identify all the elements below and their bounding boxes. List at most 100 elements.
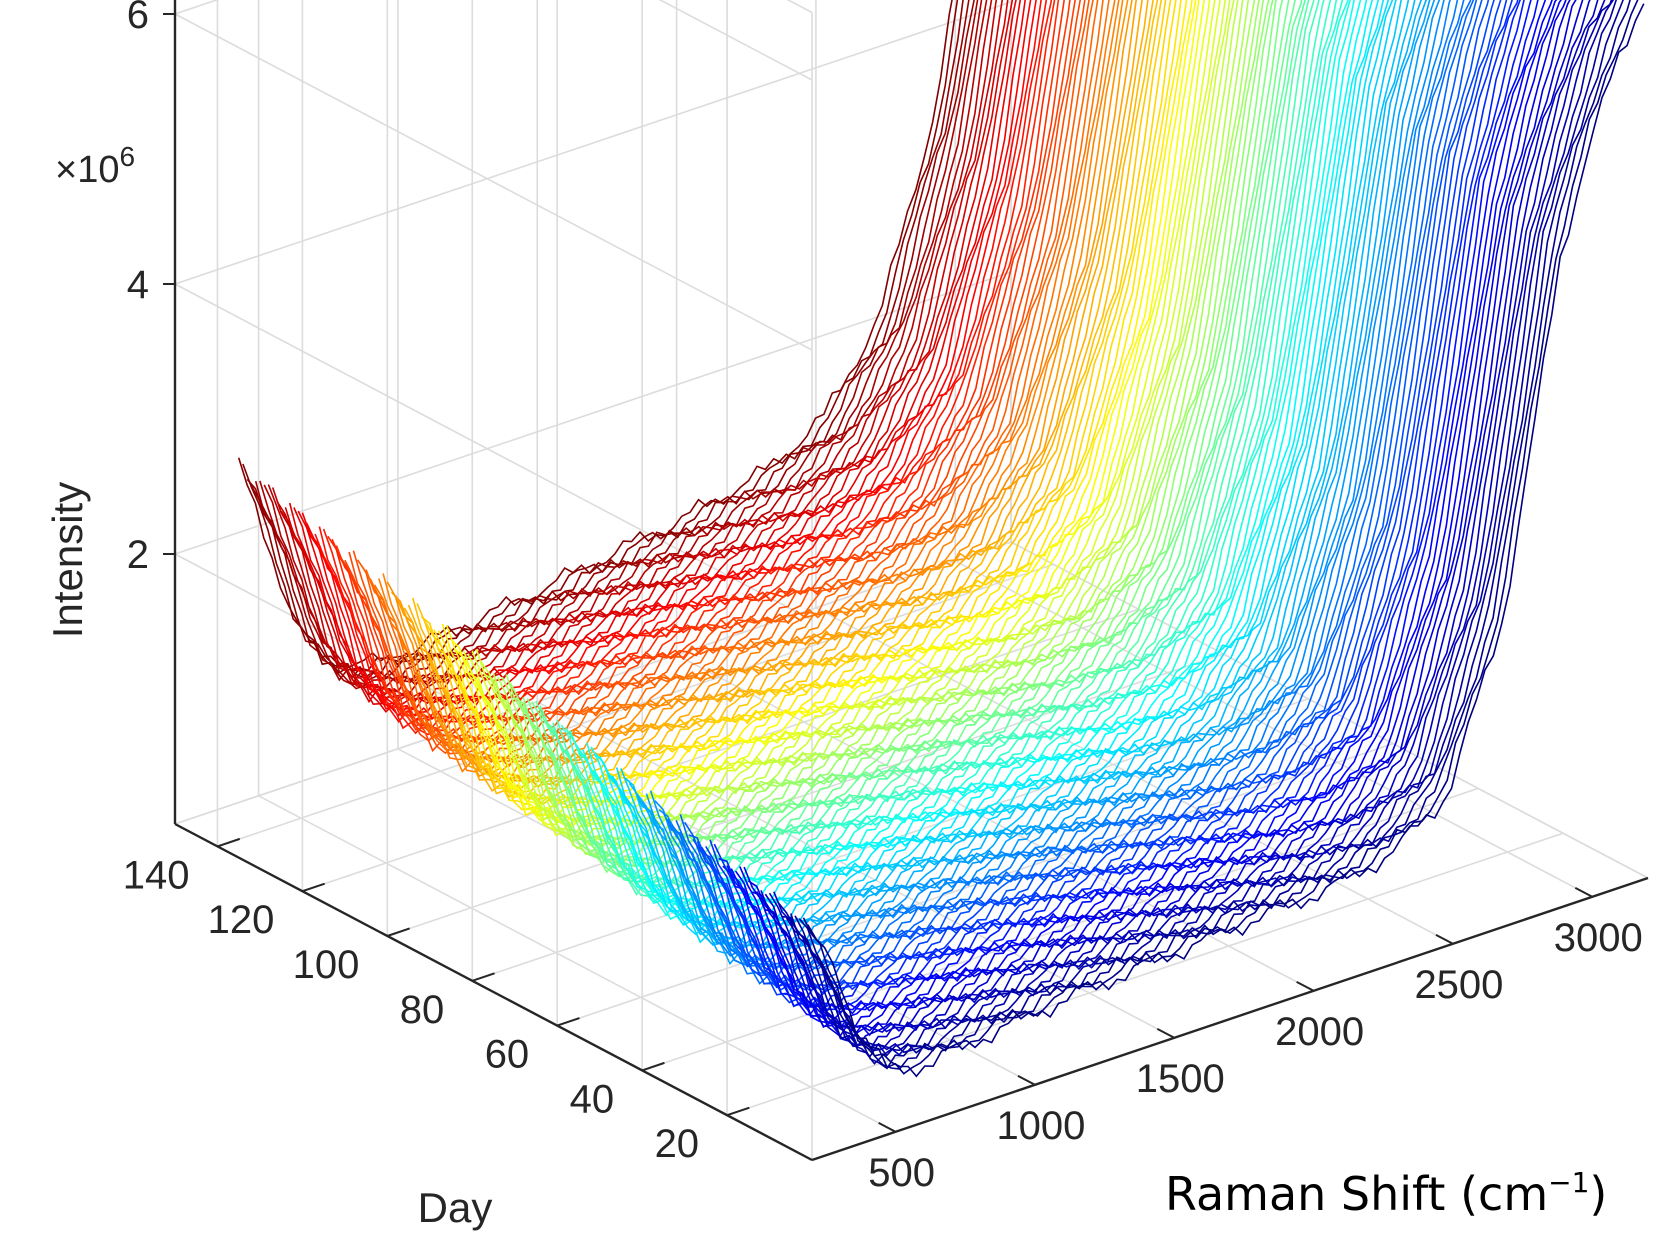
spectrum-line <box>412 0 1154 795</box>
spectrum-line <box>577 0 1349 910</box>
spectrum-line <box>344 0 1076 746</box>
spectrum-line <box>709 0 1513 1008</box>
x-tick-label: 500 <box>868 1151 935 1195</box>
spectrum-line <box>254 0 975 685</box>
spectrum-line <box>441 0 1188 817</box>
z-exponent-prefix: ×10 <box>55 149 119 191</box>
spectrum-line <box>726 0 1532 1015</box>
spectrum-line <box>437 0 1182 811</box>
spectrum-line <box>692 0 1490 992</box>
y-tick <box>471 972 495 982</box>
spectrum-line <box>416 0 1159 801</box>
grid-line <box>258 795 896 1133</box>
spectrum-line <box>683 0 1478 990</box>
grid-line <box>815 607 1454 945</box>
grid-line <box>302 608 1139 892</box>
z-tick-label: 6 <box>127 0 149 37</box>
spectrum-line <box>696 0 1495 994</box>
grid-line <box>726 832 1564 1116</box>
x-axis-line <box>811 876 1649 1162</box>
spectrum-line <box>237 0 953 674</box>
spectrum-line <box>658 0 1445 971</box>
z-tick-label: 4 <box>127 263 149 307</box>
grid-line <box>536 701 1175 1039</box>
spectrum-line <box>607 0 1385 930</box>
x-tick <box>878 1121 897 1133</box>
y-tick-label: 120 <box>208 898 275 942</box>
spectrum-line <box>356 0 1090 755</box>
spectrum-line <box>348 0 1082 753</box>
spectrum-line <box>713 0 1519 1012</box>
x-axis-label-superscript: −1 <box>1548 1166 1589 1199</box>
x-tick-label: 3000 <box>1554 916 1643 960</box>
grid-line <box>174 271 1012 555</box>
spectrum-line <box>352 0 1086 755</box>
y-axis-label: Day <box>418 1184 493 1231</box>
y-axis-line <box>174 822 813 1162</box>
spectrum-line <box>573 0 1344 909</box>
grid-line <box>174 541 1012 825</box>
spectrum-line <box>433 0 1177 807</box>
spectrum-line <box>777 0 1606 1057</box>
spectrum-line <box>675 0 1472 985</box>
axis-lines <box>163 0 1649 1162</box>
spectrum-line <box>242 0 959 680</box>
z-exponent-power: 6 <box>119 141 135 172</box>
spectrum-line <box>700 0 1502 997</box>
grid-line <box>472 698 1309 982</box>
spectrum-line <box>581 0 1351 917</box>
spectrum-line <box>246 0 964 679</box>
y-tick-label: 140 <box>123 853 190 897</box>
grid-line <box>641 787 1479 1072</box>
x-tick <box>1017 1074 1036 1086</box>
spectrum-line <box>446 0 1193 822</box>
tick-labels: 500 1000 1500 2000 2500 3000 20 40 60 80 100 120 140… <box>123 0 1643 1195</box>
spectrum-line <box>552 0 1315 896</box>
spectrum-line <box>807 3 1645 1078</box>
grid-line <box>174 0 220 15</box>
spectra-series <box>237 0 1645 1078</box>
grid-line <box>174 13 813 351</box>
x-tick-label: 1000 <box>996 1104 1085 1148</box>
y-tick <box>726 1106 750 1117</box>
y-tick-label: 20 <box>655 1122 700 1166</box>
spectrum-line <box>747 0 1562 1034</box>
y-tick <box>302 882 326 893</box>
spectrum-line <box>471 0 1222 840</box>
spectrum-line <box>722 0 1525 1015</box>
spectrum-line <box>310 0 1037 724</box>
spectrum-line <box>365 0 1099 763</box>
spectrum-line <box>730 0 1539 1019</box>
grid-line <box>954 560 1593 898</box>
spectrum-line <box>743 0 1558 1032</box>
z-axis-exponent: ×106 <box>55 141 135 191</box>
spectrum-line <box>598 0 1374 927</box>
spectrum-line <box>395 0 1133 782</box>
spectrum-line <box>386 0 1124 778</box>
spectrum-line <box>407 0 1149 792</box>
spectrum-line <box>429 0 1172 809</box>
grid-line <box>786 0 813 14</box>
grid-line <box>676 654 1314 992</box>
x-axis-label-main: Raman Shift (cm <box>1165 1167 1548 1221</box>
spectrum-line <box>271 0 993 699</box>
spectrum-line <box>280 0 1004 703</box>
y-tick <box>556 1017 580 1027</box>
spectrum-line <box>276 0 998 699</box>
spectrum-line <box>322 0 1053 735</box>
y-tick <box>217 837 241 848</box>
spectrum-line <box>331 0 1060 738</box>
z-tick-label: 2 <box>127 533 149 577</box>
spectrum-line <box>297 0 1022 717</box>
y-tick-label: 100 <box>293 943 360 987</box>
grid-line <box>658 0 813 81</box>
spectrum-line <box>739 0 1553 1030</box>
x-tick <box>1574 886 1593 898</box>
y-tick-label: 40 <box>570 1077 615 1121</box>
spectrum-line <box>688 0 1483 992</box>
spectrum-line <box>335 0 1065 743</box>
x-tick-label: 1500 <box>1136 1057 1225 1101</box>
spectrum-line <box>301 0 1026 717</box>
y-tick-label: 60 <box>485 1033 530 1077</box>
